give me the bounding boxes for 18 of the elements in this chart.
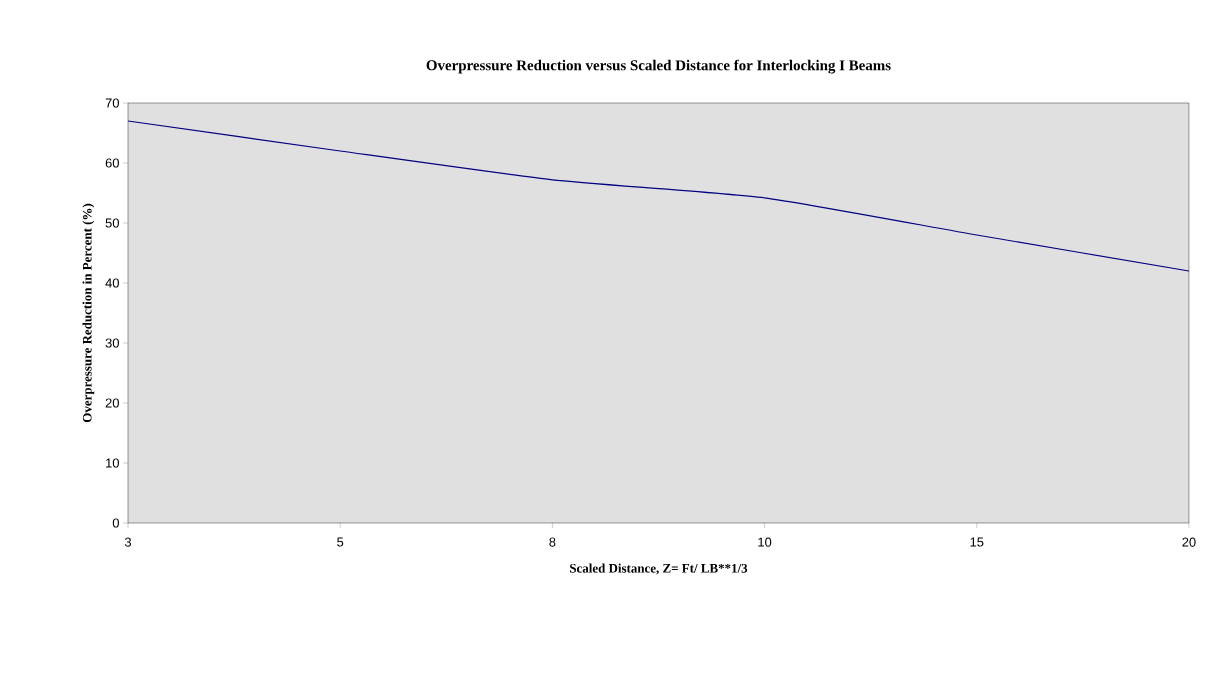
y-tick-label: 0	[112, 518, 119, 528]
y-tick-label: 30	[105, 338, 119, 348]
x-axis-title: Scaled Distance, Z= Ft/ LB**1/3	[570, 563, 748, 575]
x-tick-label: 8	[549, 537, 556, 547]
y-axis-title: Overpressure Reduction in Percent (%)	[82, 203, 95, 423]
y-tick-label: 70	[105, 98, 119, 108]
chart-title: Overpressure Reduction versus Scaled Distance for Interlocking I Beams	[426, 59, 891, 74]
y-tick-label: 10	[106, 458, 119, 468]
x-tick-label: 5	[337, 537, 344, 547]
x-tick-label: 20	[1182, 537, 1196, 547]
x-tick-label: 3	[124, 537, 132, 547]
y-tick-label: 50	[105, 218, 119, 228]
x-tick-label: 10	[758, 537, 772, 547]
line-series	[128, 120, 1189, 272]
x-tick-label: 15	[970, 537, 984, 547]
y-tick-label: 20	[105, 398, 119, 408]
y-tick-label: 40	[105, 278, 119, 288]
y-tick-label: 60	[105, 158, 119, 168]
